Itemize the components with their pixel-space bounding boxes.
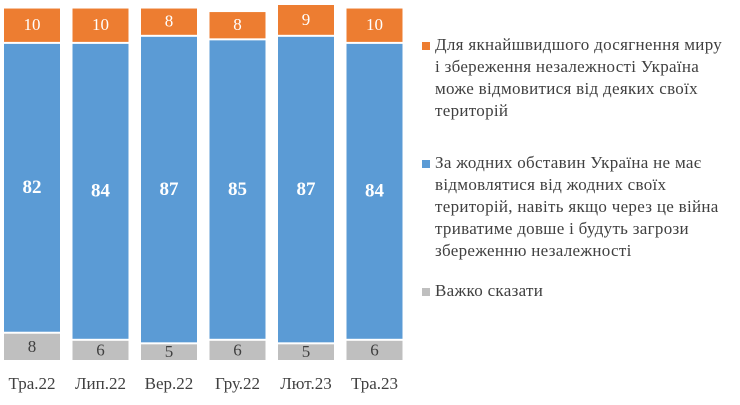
data-label: 6 bbox=[370, 340, 379, 359]
data-label: 10 bbox=[92, 15, 109, 34]
data-label: 84 bbox=[91, 181, 111, 202]
bar-segment bbox=[346, 43, 403, 339]
bar-segment bbox=[346, 340, 403, 360]
legend-label: За жодних обставин Україна не має відмов… bbox=[435, 153, 719, 260]
bar-segment bbox=[141, 8, 197, 35]
bar-segment bbox=[346, 8, 403, 42]
data-label: 87 bbox=[160, 179, 180, 200]
x-tick-label: Гру.22 bbox=[215, 374, 260, 393]
bar-segment bbox=[141, 36, 197, 343]
data-label: 10 bbox=[366, 15, 383, 34]
x-tick-label: Тра.22 bbox=[8, 374, 55, 393]
data-label: 9 bbox=[302, 10, 311, 29]
bar-segment bbox=[72, 340, 129, 360]
x-tick-label: Лип.22 bbox=[75, 374, 126, 393]
bar-segment bbox=[72, 43, 129, 339]
data-label: 6 bbox=[233, 340, 242, 359]
data-label: 5 bbox=[165, 342, 174, 361]
x-tick-label: Тра.23 bbox=[351, 374, 398, 393]
legend-label: Важко сказати bbox=[435, 281, 544, 300]
bar-segment bbox=[4, 43, 60, 332]
legend-swatch bbox=[422, 42, 430, 50]
data-label: 84 bbox=[365, 181, 385, 202]
bar-segment bbox=[141, 344, 197, 360]
x-tick-label: Лют.23 bbox=[280, 374, 331, 393]
bar-segment bbox=[278, 36, 334, 343]
legend-swatch bbox=[422, 160, 430, 168]
legend-swatch bbox=[422, 288, 430, 296]
data-label: 82 bbox=[23, 177, 42, 198]
x-tick-label: Вер.22 bbox=[145, 374, 194, 393]
bar-segment bbox=[209, 40, 266, 339]
legend-label: Для якнайшвидшого досягнення миру і збер… bbox=[435, 35, 723, 120]
data-label: 6 bbox=[96, 340, 105, 359]
data-label: 8 bbox=[233, 15, 242, 34]
data-label: 87 bbox=[297, 179, 317, 200]
data-label: 8 bbox=[165, 12, 174, 31]
data-label: 85 bbox=[228, 179, 247, 200]
data-label: 10 bbox=[24, 15, 41, 34]
bar-segment bbox=[278, 344, 334, 360]
bar-segment bbox=[209, 340, 266, 360]
bar-segment bbox=[4, 8, 60, 42]
data-label: 8 bbox=[28, 337, 37, 356]
data-label: 5 bbox=[302, 342, 311, 361]
bar-segment bbox=[209, 12, 266, 39]
bar-segment bbox=[4, 333, 60, 360]
bar-segment bbox=[278, 5, 334, 35]
bar-segment bbox=[72, 8, 129, 42]
